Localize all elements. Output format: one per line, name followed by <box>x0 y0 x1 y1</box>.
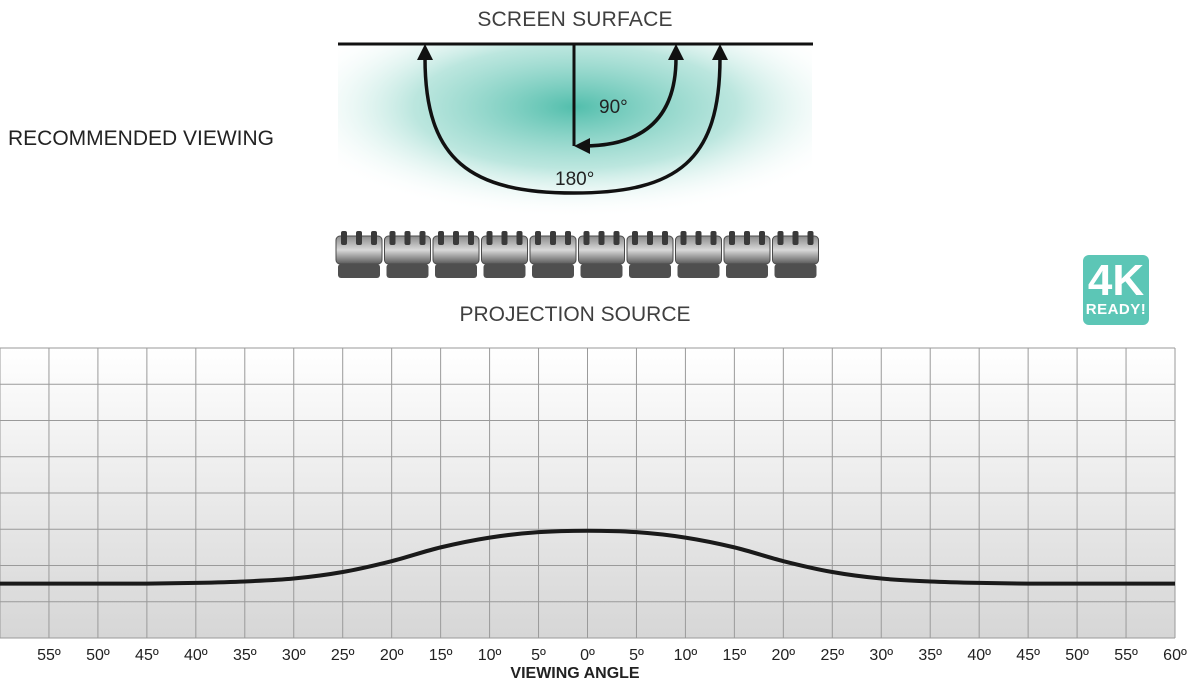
x-tick-label: 10º <box>674 647 698 664</box>
x-tick-label: 50º <box>86 647 110 664</box>
seat <box>481 231 528 278</box>
x-tick-label: 30º <box>282 647 306 664</box>
x-tick-label: 20º <box>380 647 404 664</box>
x-tick-label: 60º <box>1163 647 1187 664</box>
recommended-viewing-label: RECOMMENDED VIEWING <box>8 127 275 150</box>
projection-source-label: PROJECTION SOURCE <box>459 303 691 326</box>
seat <box>384 231 431 278</box>
tick-labels: 55º 50º 45º 40º 35º 30º 25º 20º 15º 10º 5º 0º 5º 10º 1… <box>37 647 1187 664</box>
x-axis-label: VIEWING ANGLE <box>510 665 640 682</box>
x-tick-label: 5º <box>531 647 546 664</box>
x-tick-label: 25º <box>820 647 844 664</box>
4k-ready-badge: 4K READY! <box>1083 255 1149 325</box>
seat <box>529 231 577 278</box>
seat <box>772 231 819 278</box>
seat <box>578 231 625 278</box>
arrowhead-180-left <box>417 44 433 60</box>
x-tick-label: 5º <box>629 647 644 664</box>
x-tick-label: 55º <box>1114 647 1138 664</box>
seat <box>335 231 383 278</box>
arrowhead-90-left <box>574 138 590 154</box>
badge-line1: 4K <box>1087 256 1145 305</box>
x-tick-label: 10º <box>478 647 502 664</box>
x-tick-label: 40º <box>184 647 208 664</box>
gain-curve <box>0 528 1175 586</box>
arrowhead-90-up <box>668 44 684 60</box>
x-tick-label: 35º <box>233 647 257 664</box>
x-tick-label: 45º <box>135 647 159 664</box>
seat <box>432 231 480 278</box>
seat <box>675 231 722 278</box>
x-tick-label: 40º <box>967 647 991 664</box>
arc-180 <box>423 57 722 195</box>
x-tick-label: 15º <box>723 647 747 664</box>
angle-90-label: 90° <box>599 97 628 118</box>
x-tick-label: 35º <box>918 647 942 664</box>
x-tick-label: 25º <box>331 647 355 664</box>
viewing-angle-chart: 55º 50º 45º 40º 35º 30º 25º 20º 15º 10º 5º 0º 5º 10º 1… <box>0 347 1187 664</box>
x-tick-label: 20º <box>772 647 796 664</box>
arc-90 <box>582 57 678 148</box>
grid <box>0 347 1176 639</box>
seat <box>626 231 674 278</box>
arrowhead-180-right <box>712 44 728 60</box>
x-tick-label: 0º <box>580 647 595 664</box>
seat <box>723 231 771 278</box>
x-tick-label: 30º <box>869 647 893 664</box>
viewing-diagram <box>335 42 819 278</box>
x-tick-label: 45º <box>1016 647 1040 664</box>
seating-row <box>335 231 819 278</box>
x-tick-label: 55º <box>37 647 61 664</box>
screen-surface-label: SCREEN SURFACE <box>477 8 673 31</box>
x-tick-label: 50º <box>1065 647 1089 664</box>
badge-line2: READY! <box>1085 301 1147 318</box>
x-tick-label: 15º <box>429 647 453 664</box>
angle-180-label: 180° <box>555 169 595 190</box>
